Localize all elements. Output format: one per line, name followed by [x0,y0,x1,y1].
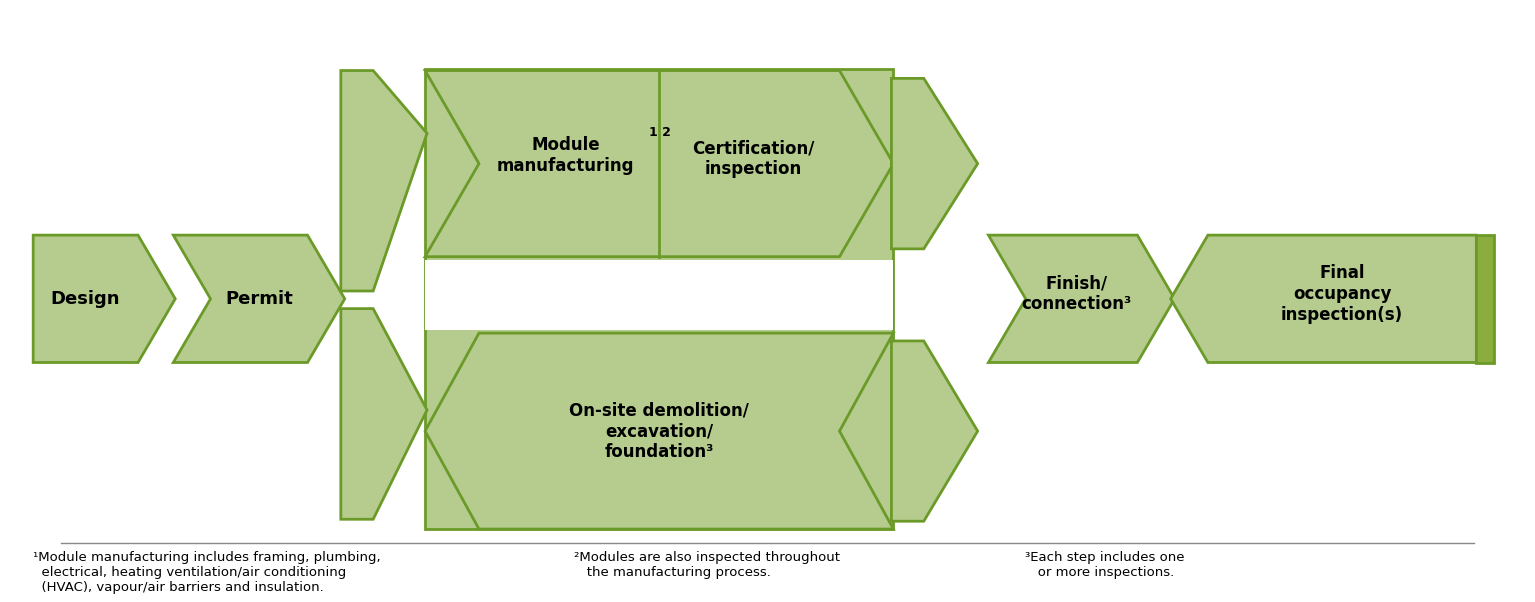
Bar [425,69,893,529]
Text: Finish/
connection³: Finish/ connection³ [1021,275,1131,313]
Text: ³Each step includes one
   or more inspections.: ³Each step includes one or more inspecti… [1025,551,1183,579]
Polygon shape [425,333,893,529]
Bar [1477,235,1494,362]
Polygon shape [341,309,427,520]
Polygon shape [425,70,893,256]
Text: Module
manufacturing: Module manufacturing [497,137,634,175]
Text: On-site demolition/
excavation/
foundation³: On-site demolition/ excavation/ foundati… [569,402,749,461]
Text: Final
occupancy
inspection(s): Final occupancy inspection(s) [1282,264,1403,324]
Text: 1 2: 1 2 [649,126,671,139]
Text: ²Modules are also inspected throughout
   the manufacturing process.: ²Modules are also inspected throughout t… [574,551,840,579]
Polygon shape [1171,235,1477,362]
Text: ¹Module manufacturing includes framing, plumbing,
  electrical, heating ventilat: ¹Module manufacturing includes framing, … [34,551,381,594]
Polygon shape [341,70,427,291]
Bar [425,259,893,330]
Polygon shape [892,78,978,249]
Polygon shape [34,235,175,362]
Polygon shape [892,341,978,521]
Text: Permit: Permit [226,290,293,308]
Polygon shape [173,235,345,362]
Text: Design: Design [51,290,120,308]
Text: Certification/
inspection: Certification/ inspection [692,139,814,178]
Polygon shape [989,235,1174,362]
